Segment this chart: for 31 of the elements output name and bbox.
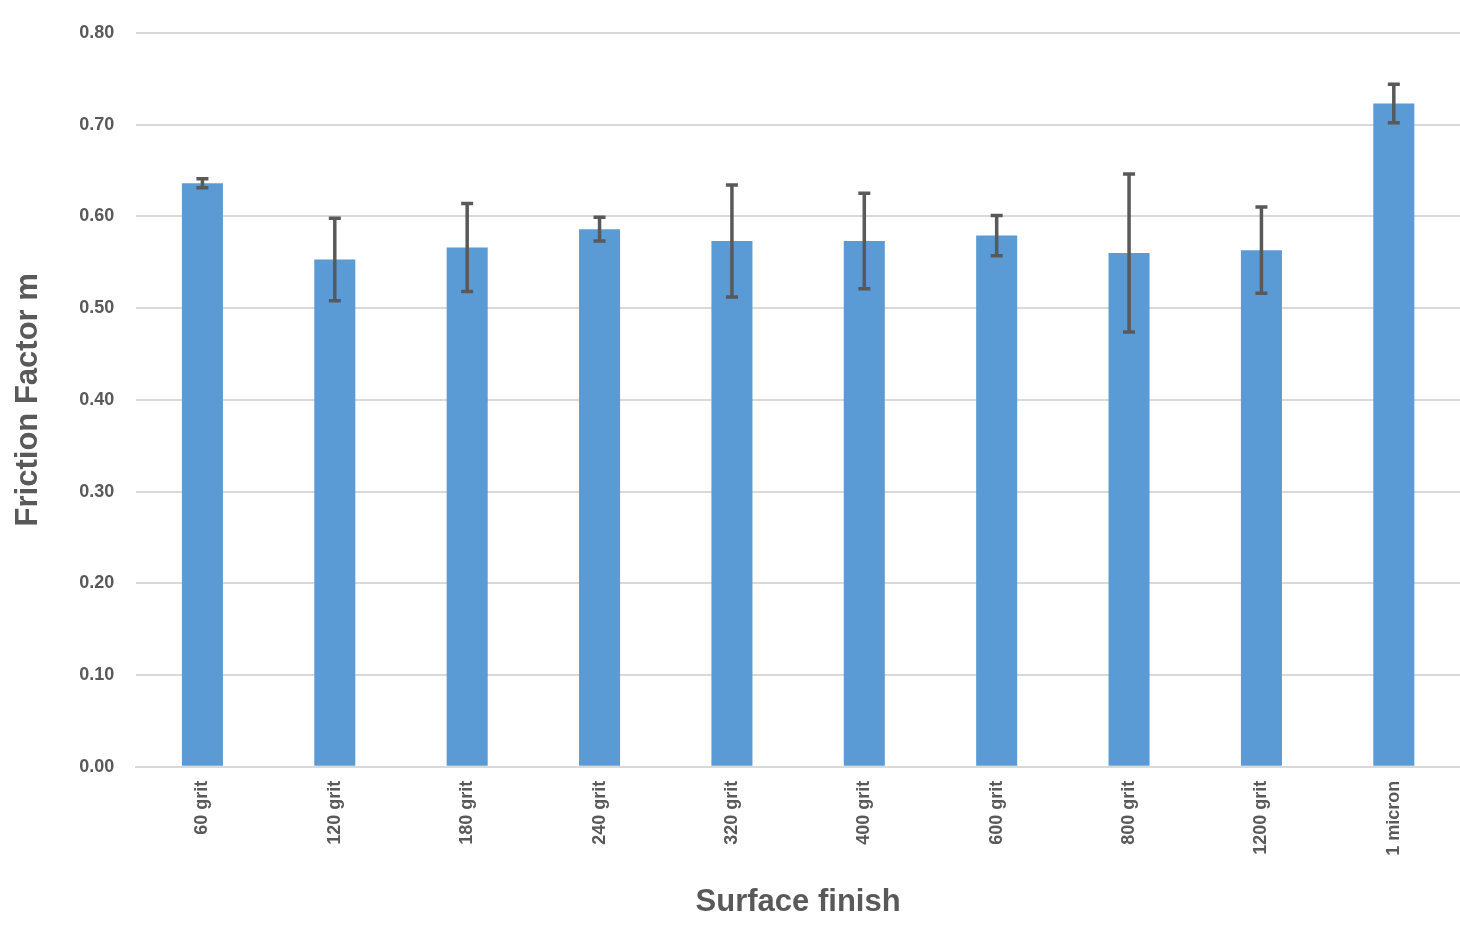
bar [1240,250,1282,766]
x-tick-label: 320 grit [720,780,741,845]
y-tick-label: 0.00 [79,755,115,776]
x-tick-label: 400 grit [853,780,874,845]
bar [1373,103,1415,766]
x-tick-label: 120 grit [323,780,344,845]
y-tick-label: 0.10 [79,664,115,684]
y-tick-label: 0.50 [79,297,115,318]
x-axis-title: Surface finish [695,882,901,918]
bar [314,259,356,766]
bar [711,241,753,766]
bar [446,247,488,766]
y-tick-label: 0.80 [79,21,115,42]
x-tick-label: 1200 grit [1250,780,1271,855]
x-tick-label: 800 grit [1118,780,1139,845]
x-tick-label: 1 micron [1382,780,1403,856]
y-axis-title: Friction Factor m [9,273,45,527]
y-tick-label: 0.60 [79,205,115,226]
bar [1108,252,1150,766]
x-tick-label: 600 grit [985,780,1006,845]
x-tick-label: 180 grit [456,780,477,845]
x-tick-label: 240 grit [588,780,609,845]
bar [579,229,621,766]
bar [976,235,1018,766]
y-tick-label: 0.70 [79,113,115,134]
x-tick-label: 60 grit [191,780,212,835]
bar [843,241,885,766]
bar [181,183,223,766]
y-tick-label: 0.20 [79,572,115,593]
y-tick-label: 0.30 [79,480,115,501]
y-tick-label: 0.40 [79,388,115,409]
